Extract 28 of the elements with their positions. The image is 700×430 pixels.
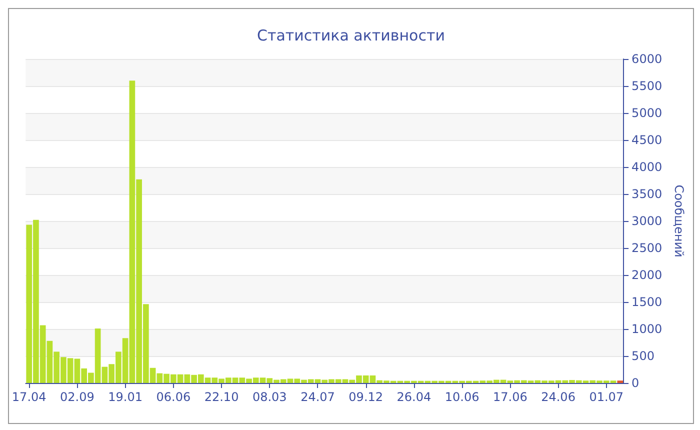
y-tick-label: 2000 xyxy=(632,268,662,282)
x-tick-label: 06.06 xyxy=(156,390,191,404)
x-tick-label: 01.07 xyxy=(589,390,624,404)
y-tick-label: 4500 xyxy=(632,133,662,147)
y-tick-label: 5500 xyxy=(632,79,662,93)
x-tick-label: 08.03 xyxy=(252,390,287,404)
x-tick-label: 09.12 xyxy=(348,390,384,404)
x-tick-label: 26.04 xyxy=(396,390,432,404)
y-tick-label: 1500 xyxy=(632,295,662,309)
y-axis-title: Сообщений xyxy=(672,184,686,258)
x-tick-label: 02.09 xyxy=(60,390,94,404)
x-tick-label: 10.06 xyxy=(444,390,480,404)
y-tick-label: 500 xyxy=(632,349,654,363)
x-tick-label: 24.07 xyxy=(300,390,335,404)
chart-title: Статистика активности xyxy=(257,26,445,44)
x-tick-label: 19.01 xyxy=(108,390,142,404)
y-tick-label: 2500 xyxy=(632,241,662,255)
y-tick-label: 4000 xyxy=(632,160,662,174)
y-tick-label: 1000 xyxy=(632,322,662,336)
y-tick-label: 0 xyxy=(632,376,640,390)
x-tick-label: 24.06 xyxy=(541,390,576,404)
y-tick-label: 5000 xyxy=(632,106,662,120)
x-tick-label: 22.10 xyxy=(204,390,239,404)
y-tick-label: 3500 xyxy=(632,187,662,201)
y-tick-label: 6000 xyxy=(632,52,662,66)
y-tick-label: 3000 xyxy=(632,214,662,228)
x-tick-label: 17.04 xyxy=(12,390,46,404)
x-tick-label: 17.06 xyxy=(492,390,528,404)
